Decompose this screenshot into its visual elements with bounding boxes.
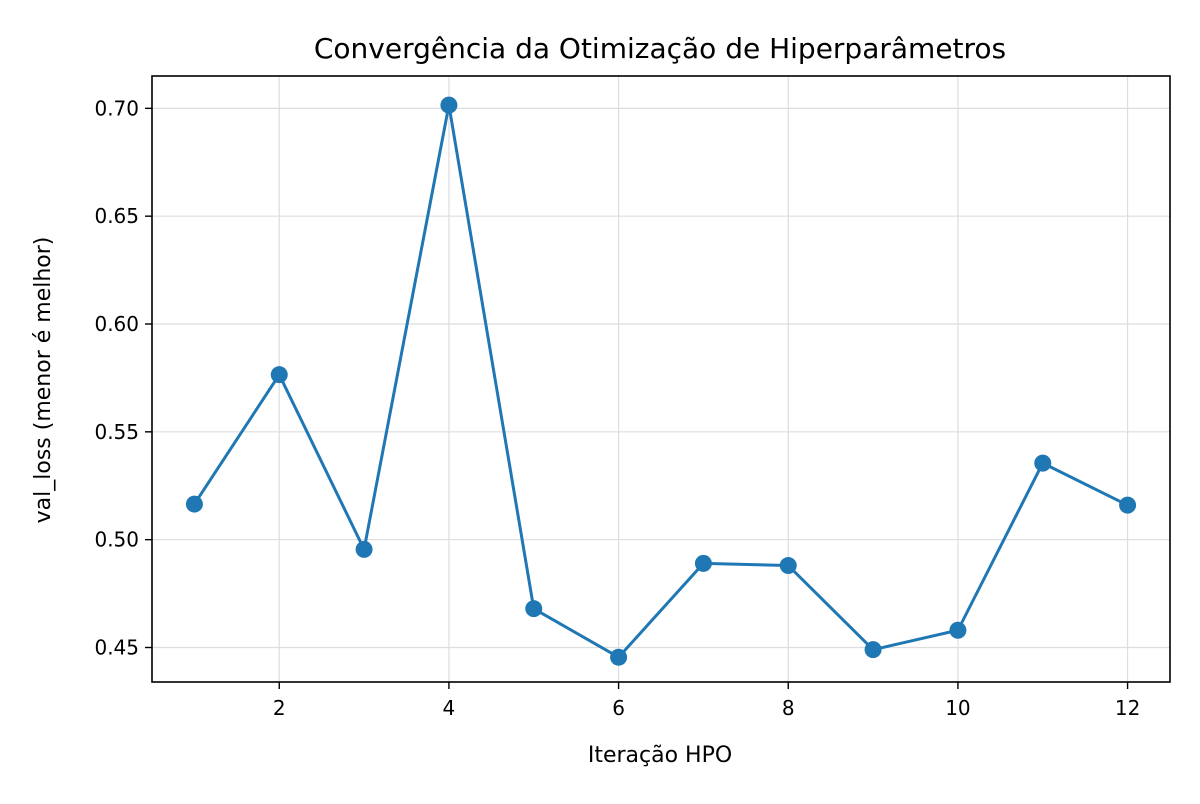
x-tick-label: 6 — [612, 696, 625, 720]
x-tick-label: 12 — [1115, 696, 1140, 720]
axis-ticks: 2 4 6 8 10 12 0.45 0.50 0.55 0.60 0.65 0.70 — [94, 96, 1140, 720]
y-axis-label: val_loss (menor é melhor) — [31, 237, 56, 524]
plot-area-frame — [151, 75, 1171, 683]
x-tick-label: 4 — [443, 696, 456, 720]
y-tick-label: 0.60 — [94, 312, 139, 336]
data-point-marker — [694, 554, 712, 572]
data-point-marker — [270, 366, 288, 384]
data-point-marker — [1119, 496, 1137, 514]
y-tick-label: 0.55 — [94, 420, 139, 444]
data-point-marker — [440, 96, 458, 114]
chart-title: Convergência da Otimização de Hiperparâm… — [314, 32, 1006, 65]
data-point-marker — [185, 495, 203, 513]
data-point-marker — [1034, 454, 1052, 472]
y-tick-label: 0.65 — [94, 204, 139, 228]
x-tick-label: 2 — [273, 696, 286, 720]
data-point-marker — [779, 557, 797, 575]
grid-lines — [152, 76, 1170, 682]
y-tick-label: 0.70 — [94, 96, 139, 120]
series-line — [192, 103, 1130, 659]
data-point-marker — [355, 540, 373, 558]
x-tick-label: 8 — [782, 696, 795, 720]
series-layer — [185, 96, 1137, 666]
data-point-marker — [864, 641, 882, 659]
x-axis-label: Iteração HPO — [588, 743, 732, 768]
data-point-marker — [949, 621, 967, 639]
x-tick-label: 10 — [945, 696, 970, 720]
data-point-marker — [525, 600, 543, 618]
y-tick-label: 0.50 — [94, 528, 139, 552]
y-tick-label: 0.45 — [94, 635, 139, 659]
data-point-marker — [610, 648, 628, 666]
